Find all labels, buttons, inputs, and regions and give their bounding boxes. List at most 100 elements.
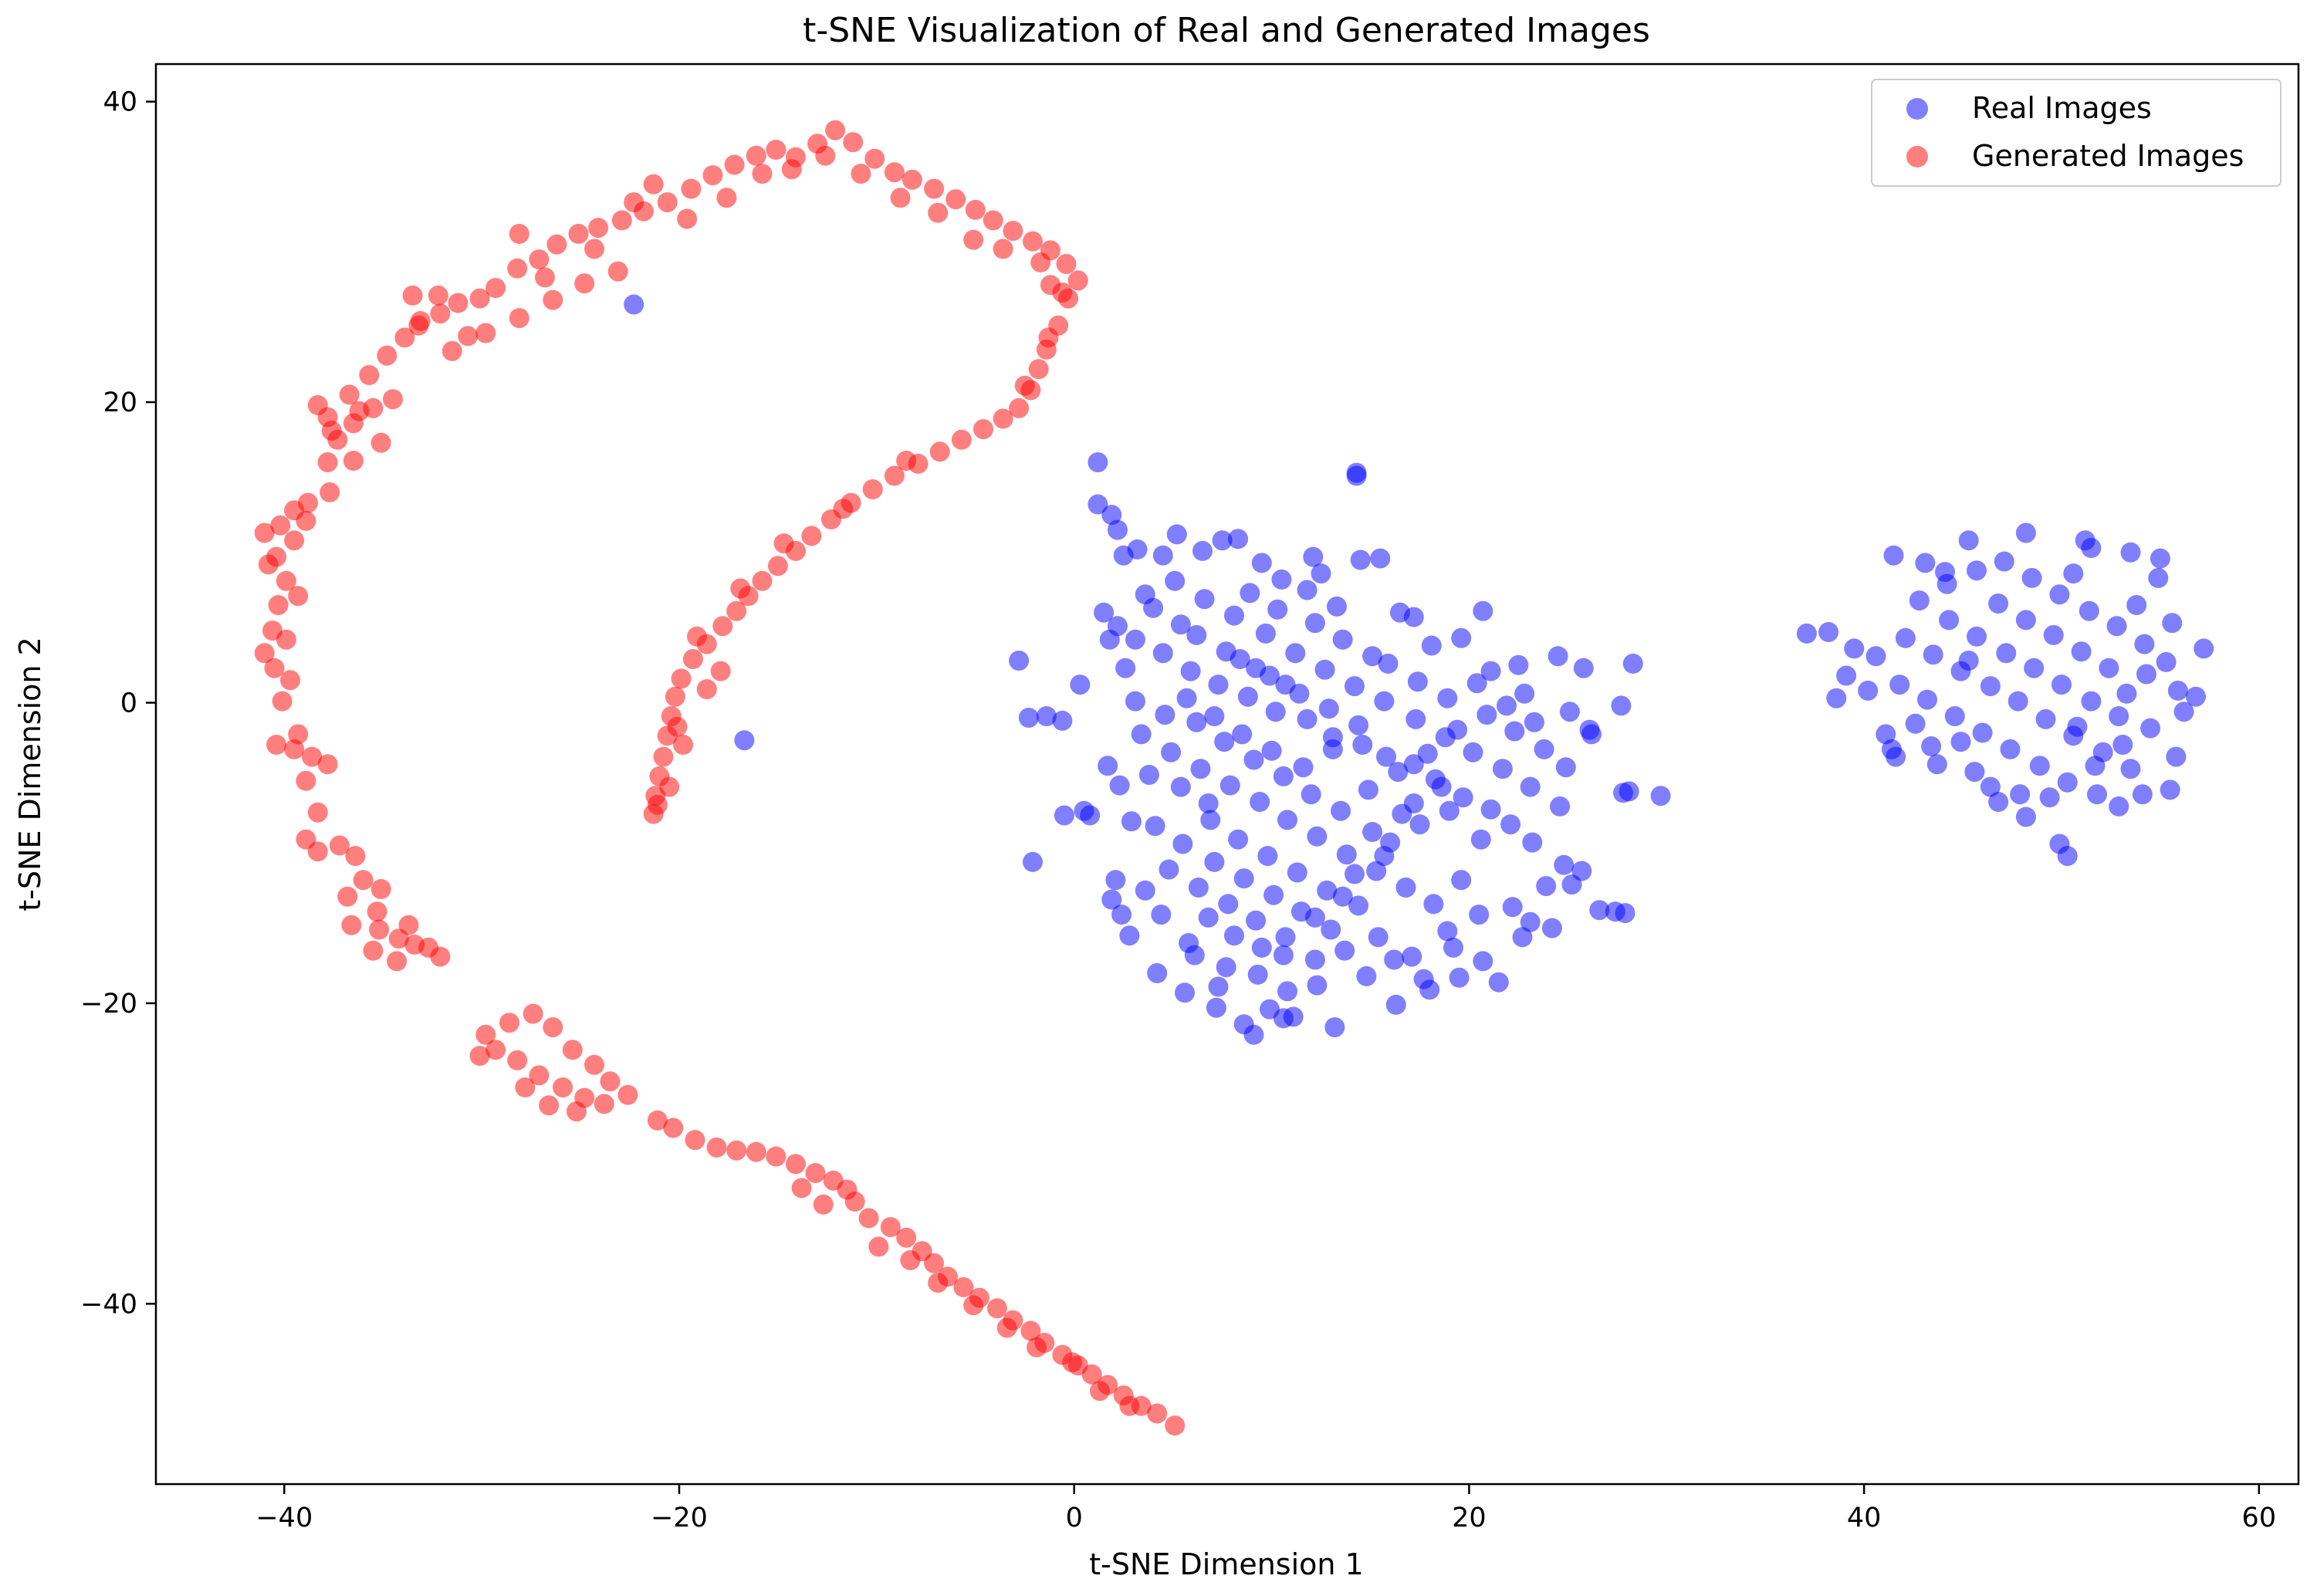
data-point bbox=[1233, 1014, 1254, 1035]
data-point bbox=[1152, 643, 1173, 664]
legend-label-generated-images: Generated Images bbox=[1972, 139, 2244, 173]
data-point bbox=[1473, 600, 1493, 621]
data-point bbox=[665, 686, 685, 707]
data-point bbox=[1273, 945, 1294, 965]
data-point bbox=[896, 451, 917, 471]
data-point bbox=[1304, 907, 1325, 928]
data-point bbox=[367, 901, 387, 922]
data-point bbox=[2010, 784, 2031, 805]
data-point bbox=[1125, 691, 1145, 712]
data-point bbox=[2186, 686, 2206, 707]
data-point bbox=[584, 1054, 604, 1075]
data-point bbox=[320, 482, 340, 502]
data-point bbox=[1143, 597, 1164, 618]
data-point bbox=[611, 210, 632, 231]
data-point bbox=[1135, 880, 1155, 901]
data-point bbox=[600, 1071, 621, 1092]
data-point bbox=[663, 1118, 684, 1138]
data-point bbox=[343, 451, 364, 471]
data-point bbox=[1500, 814, 1521, 835]
data-point bbox=[1403, 607, 1424, 627]
data-point bbox=[1224, 605, 1244, 626]
data-point bbox=[953, 1276, 974, 1297]
series-generated-images bbox=[254, 120, 1186, 1436]
data-point bbox=[1018, 708, 1039, 728]
data-point bbox=[1453, 787, 1473, 808]
data-point bbox=[1967, 560, 1987, 581]
data-point bbox=[1232, 724, 1253, 745]
data-point bbox=[1188, 877, 1209, 898]
data-point bbox=[1886, 746, 1906, 767]
data-point bbox=[1331, 800, 1351, 821]
data-point bbox=[1101, 889, 1122, 910]
data-point bbox=[383, 389, 403, 410]
data-point bbox=[1589, 900, 1610, 921]
data-point bbox=[1054, 805, 1074, 826]
data-point bbox=[1255, 623, 1276, 644]
data-point bbox=[1980, 676, 2001, 697]
data-point bbox=[983, 210, 1003, 231]
data-point bbox=[377, 345, 397, 366]
data-point bbox=[1611, 695, 1632, 716]
data-point bbox=[766, 1146, 786, 1167]
data-point bbox=[951, 429, 972, 450]
data-point bbox=[1423, 894, 1444, 915]
data-point bbox=[1615, 903, 1635, 924]
data-point bbox=[1275, 675, 1296, 695]
data-point bbox=[1165, 1415, 1186, 1436]
data-point bbox=[851, 164, 871, 184]
data-point bbox=[529, 1065, 550, 1086]
data-point bbox=[1451, 627, 1472, 648]
data-point bbox=[673, 735, 694, 755]
data-point bbox=[562, 1040, 583, 1060]
data-point bbox=[1304, 613, 1325, 634]
data-point bbox=[1388, 762, 1409, 783]
data-point bbox=[485, 1040, 506, 1060]
data-point bbox=[543, 289, 563, 310]
data-point bbox=[2039, 787, 2060, 808]
data-point bbox=[884, 465, 905, 486]
data-point bbox=[1224, 925, 1244, 946]
data-point bbox=[1550, 796, 1571, 817]
data-point bbox=[1520, 776, 1541, 797]
data-point bbox=[2081, 538, 2102, 558]
data-point bbox=[266, 546, 287, 567]
data-point bbox=[2134, 634, 2155, 654]
data-point bbox=[280, 670, 300, 691]
data-point bbox=[1277, 810, 1297, 830]
data-point bbox=[624, 294, 644, 315]
data-point bbox=[1796, 623, 1817, 644]
data-point bbox=[2000, 739, 2021, 759]
data-point bbox=[1622, 653, 1643, 674]
data-point bbox=[2136, 664, 2156, 685]
legend-marker-real-images bbox=[1906, 98, 1928, 120]
data-point bbox=[268, 595, 289, 615]
data-point bbox=[1081, 1364, 1102, 1385]
data-point bbox=[1844, 638, 1865, 659]
data-point bbox=[2008, 691, 2028, 712]
data-point bbox=[1127, 539, 1148, 560]
data-point bbox=[2109, 706, 2129, 726]
data-point bbox=[475, 1024, 496, 1045]
data-point bbox=[1265, 702, 1286, 722]
data-point bbox=[1273, 766, 1294, 786]
x-axis-label: t-SNE Dimension 1 bbox=[1089, 1547, 1364, 1581]
data-point bbox=[2166, 746, 2187, 767]
data-point bbox=[1334, 940, 1355, 961]
data-point bbox=[880, 1217, 901, 1237]
data-point bbox=[1466, 673, 1487, 694]
data-point bbox=[321, 421, 342, 441]
data-point bbox=[1407, 671, 1428, 692]
data-point bbox=[402, 285, 423, 306]
data-point bbox=[746, 1141, 766, 1162]
data-point bbox=[752, 570, 773, 591]
data-point bbox=[1950, 732, 1971, 752]
data-point bbox=[2035, 708, 2056, 729]
data-point bbox=[284, 739, 305, 759]
data-point bbox=[773, 533, 794, 554]
scatter-points bbox=[254, 120, 2214, 1436]
data-point bbox=[339, 384, 360, 405]
data-point bbox=[1492, 759, 1513, 779]
data-point bbox=[1067, 270, 1088, 291]
data-point bbox=[928, 1273, 949, 1293]
